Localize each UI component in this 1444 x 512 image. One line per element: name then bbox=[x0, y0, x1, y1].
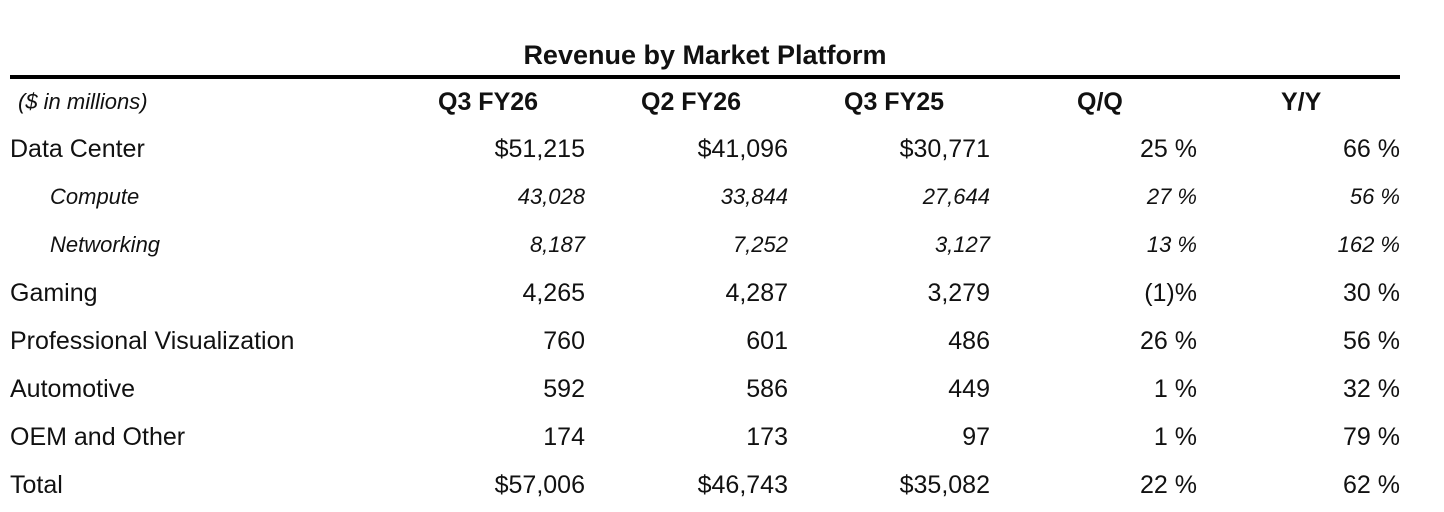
cell-yy: 56 % bbox=[1349, 184, 1400, 209]
cell-q2-fy26: 7,252 bbox=[732, 232, 788, 257]
cell-qq: (1)% bbox=[1144, 278, 1197, 307]
table-row: Professional Visualization 760 601 486 26 % 5… bbox=[10, 317, 1400, 365]
cell-qq: 1 % bbox=[1153, 422, 1197, 451]
row-label: Compute bbox=[50, 184, 140, 209]
cell-yy: 62 % bbox=[1343, 470, 1400, 499]
cell-yy: 66 % bbox=[1343, 134, 1400, 163]
cell-q2-fy26: 601 bbox=[746, 326, 788, 355]
cell-q2-fy26: $46,743 bbox=[697, 470, 788, 499]
row-label: Networking bbox=[50, 232, 161, 257]
cell-q3-fy25: 97 bbox=[962, 422, 990, 451]
cell-q3-fy25: $30,771 bbox=[899, 134, 990, 163]
cell-q3-fy25: 486 bbox=[948, 326, 990, 355]
cell-q3-fy25: 27,644 bbox=[922, 184, 990, 209]
column-header-yy: Y/Y bbox=[1281, 87, 1322, 116]
table-row: OEM and Other 174 173 97 1 % 79 % bbox=[10, 413, 1400, 461]
header-row: ($ in millions) Q3 FY26 Q2 FY26 Q3 FY25 … bbox=[10, 79, 1400, 125]
cell-q3-fy26: $51,215 bbox=[494, 134, 585, 163]
cell-q3-fy26: 760 bbox=[543, 326, 585, 355]
title-rule bbox=[10, 75, 1400, 79]
cell-qq: 22 % bbox=[1140, 470, 1197, 499]
cell-yy: 32 % bbox=[1343, 374, 1400, 403]
cell-q2-fy26: 4,287 bbox=[725, 278, 788, 307]
row-label: Gaming bbox=[10, 278, 98, 307]
row-label: OEM and Other bbox=[10, 422, 186, 451]
cell-q3-fy26: 8,187 bbox=[529, 232, 585, 257]
units-label: ($ in millions) bbox=[18, 89, 148, 114]
row-label: Automotive bbox=[10, 374, 136, 403]
cell-q2-fy26: 586 bbox=[746, 374, 788, 403]
cell-yy: 79 % bbox=[1343, 422, 1400, 451]
cell-q2-fy26: 33,844 bbox=[720, 184, 788, 209]
cell-yy: 56 % bbox=[1343, 326, 1400, 355]
cell-q2-fy26: 173 bbox=[746, 422, 788, 451]
table-row: Total $57,006 $46,743 $35,082 22 % 62 % bbox=[10, 461, 1400, 509]
table-title: Revenue by Market Platform bbox=[523, 40, 887, 70]
cell-q3-fy25: 3,127 bbox=[934, 232, 990, 257]
cell-yy: 30 % bbox=[1343, 278, 1400, 307]
row-label: Total bbox=[10, 470, 63, 499]
revenue-table: ($ in millions) Q3 FY26 Q2 FY26 Q3 FY25 … bbox=[10, 79, 1400, 509]
row-label: Professional Visualization bbox=[10, 326, 295, 355]
cell-q3-fy26: 4,265 bbox=[522, 278, 585, 307]
cell-qq: 25 % bbox=[1140, 134, 1197, 163]
cell-q3-fy26: 592 bbox=[543, 374, 585, 403]
table-body: Data Center $51,215 $41,096 $30,771 25 % 66 %… bbox=[10, 125, 1400, 509]
row-label: Data Center bbox=[10, 134, 145, 163]
table-row: Compute 43,028 33,844 27,644 27 % 56 % bbox=[10, 173, 1400, 221]
cell-q3-fy26: $57,006 bbox=[494, 470, 585, 499]
cell-q3-fy25: 3,279 bbox=[927, 278, 990, 307]
cell-qq: 13 % bbox=[1146, 232, 1197, 257]
cell-q2-fy26: $41,096 bbox=[697, 134, 788, 163]
column-header-q3-fy26: Q3 FY26 bbox=[438, 87, 539, 116]
table-row: Data Center $51,215 $41,096 $30,771 25 % 66 % bbox=[10, 125, 1400, 173]
cell-yy: 162 % bbox=[1337, 232, 1400, 257]
column-header-q2-fy26: Q2 FY26 bbox=[641, 87, 742, 116]
cell-q3-fy26: 43,028 bbox=[517, 184, 585, 209]
cell-q3-fy26: 174 bbox=[543, 422, 585, 451]
table-row: Networking 8,187 7,252 3,127 13 % 162 % bbox=[10, 221, 1400, 269]
column-header-q3-fy25: Q3 FY25 bbox=[844, 87, 945, 116]
cell-q3-fy25: $35,082 bbox=[899, 470, 990, 499]
cell-qq: 1 % bbox=[1153, 374, 1197, 403]
cell-qq: 26 % bbox=[1140, 326, 1197, 355]
table-row: Gaming 4,265 4,287 3,279 (1)% 30 % bbox=[10, 269, 1400, 317]
cell-q3-fy25: 449 bbox=[948, 374, 990, 403]
table-row: Automotive 592 586 449 1 % 32 % bbox=[10, 365, 1400, 413]
column-header-qq: Q/Q bbox=[1077, 87, 1123, 116]
cell-qq: 27 % bbox=[1146, 184, 1197, 209]
